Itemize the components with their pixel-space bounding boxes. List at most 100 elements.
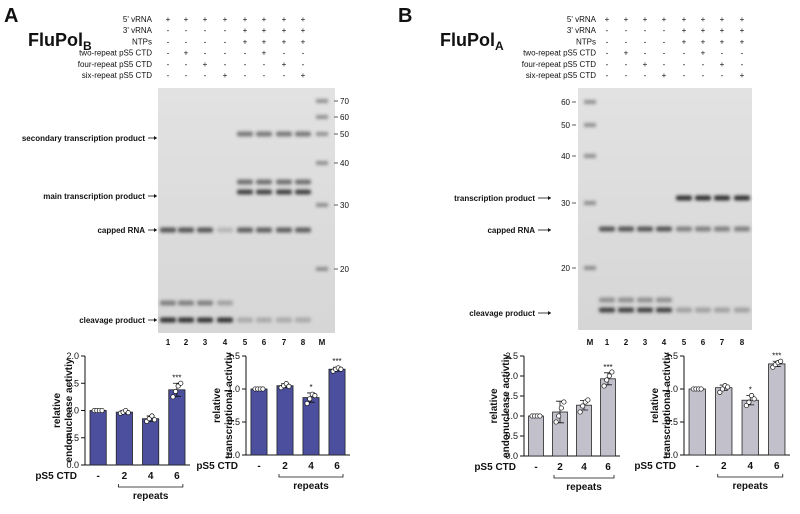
x-tick-label: 4 (148, 471, 154, 482)
gel-band (217, 227, 233, 233)
y-tick-label: 0.5 (66, 433, 79, 443)
condition-mark: - (625, 26, 628, 35)
gel-band (276, 179, 292, 185)
condition-mark: + (643, 15, 648, 24)
lane-label: M (587, 338, 594, 347)
gel-band (676, 226, 692, 232)
lane-label: 5 (243, 338, 248, 347)
gel-band (217, 317, 233, 323)
marker-band (584, 100, 596, 104)
bar (688, 388, 706, 456)
marker-size-label: 20 (340, 265, 349, 274)
gel-band (295, 179, 311, 185)
significance: * (749, 386, 752, 395)
condition-mark: + (701, 26, 706, 35)
condition-mark: + (282, 26, 287, 35)
condition-mark: + (184, 49, 189, 58)
panel-label: B (398, 5, 412, 27)
condition-mark: - (224, 37, 227, 46)
lane-label: 3 (643, 338, 648, 347)
lane-label: 1 (166, 338, 171, 347)
condition-mark: + (262, 26, 267, 35)
condition-mark: - (224, 60, 227, 69)
lane-label: 4 (223, 338, 228, 347)
condition-mark: + (624, 15, 629, 24)
condition-mark: - (244, 71, 247, 80)
condition-mark: - (606, 49, 609, 58)
x-axis-label: pS5 CTD (196, 461, 238, 472)
y-axis-label-line: relative (52, 393, 63, 428)
y-tick-label: 0.5 (505, 431, 518, 441)
condition-mark: + (243, 37, 248, 46)
x-tick-label: 2 (122, 471, 128, 482)
title-main: FluPol (440, 30, 495, 50)
data-point (725, 384, 731, 390)
marker-band (584, 266, 596, 270)
marker-band (584, 201, 596, 205)
y-axis-label-line: transcriptional activtiy (224, 352, 235, 459)
gel-band (256, 189, 272, 195)
gel-band (256, 131, 272, 137)
y-axis-label-line: relative (489, 388, 500, 423)
significance: *** (172, 373, 181, 382)
condition-label: two-repeat pS5 CTD (523, 49, 596, 58)
group-label: repeats (732, 481, 768, 492)
gel-band (160, 300, 176, 306)
x-tick-label: 2 (557, 462, 563, 473)
condition-mark: + (262, 49, 267, 58)
condition-mark: - (644, 37, 647, 46)
bar (168, 389, 186, 466)
condition-mark: - (167, 26, 170, 35)
gel-band (734, 195, 750, 201)
gel-band (676, 307, 692, 313)
y-tick-label: 1.0 (665, 384, 678, 394)
condition-mark: - (644, 26, 647, 35)
gel-band (237, 227, 253, 233)
condition-label: four-repeat pS5 CTD (522, 60, 596, 69)
condition-mark: + (301, 71, 306, 80)
condition-mark: - (663, 60, 666, 69)
condition-mark: + (662, 15, 667, 24)
condition-label: four-repeat pS5 CTD (78, 60, 152, 69)
y-tick-label: 0.0 (505, 451, 518, 461)
panel-label: A (4, 5, 18, 27)
lane-label: 2 (624, 338, 629, 347)
condition-mark: + (682, 37, 687, 46)
y-axis-label-line: relative (212, 388, 223, 423)
data-point (338, 366, 344, 372)
arrow-head (154, 194, 157, 198)
bar (328, 368, 346, 456)
gel-band (714, 307, 730, 313)
condition-mark: - (302, 49, 305, 58)
gel-band (695, 226, 711, 232)
title-subscript: B (83, 39, 92, 53)
lane-label: 8 (301, 338, 306, 347)
marker-band (316, 115, 328, 119)
data-point (553, 419, 559, 425)
x-tick-label: 4 (308, 461, 314, 472)
gel-band (178, 317, 194, 323)
lane-label: 8 (740, 338, 745, 347)
condition-mark: - (167, 37, 170, 46)
condition-label: 3' vRNA (123, 26, 153, 35)
data-point (307, 396, 313, 402)
y-axis-label: relativeendonuclease activtiy (52, 358, 75, 462)
condition-mark: + (701, 49, 706, 58)
condition-mark: + (301, 15, 306, 24)
y-axis-label-line: transcriptional activtiy (662, 352, 673, 459)
gel-band (599, 226, 615, 232)
condition-mark: + (662, 71, 667, 80)
condition-mark: - (167, 49, 170, 58)
arrow-head (154, 136, 157, 140)
marker-band (584, 123, 596, 127)
lane-label: 2 (184, 338, 189, 347)
condition-mark: - (644, 49, 647, 58)
condition-mark: - (185, 71, 188, 80)
gel-band (295, 227, 311, 233)
data-point (604, 377, 610, 383)
data-point (149, 413, 155, 419)
y-tick-label: 0.5 (227, 417, 240, 427)
data-point (577, 409, 583, 415)
gel (578, 88, 752, 330)
data-point (260, 386, 266, 392)
